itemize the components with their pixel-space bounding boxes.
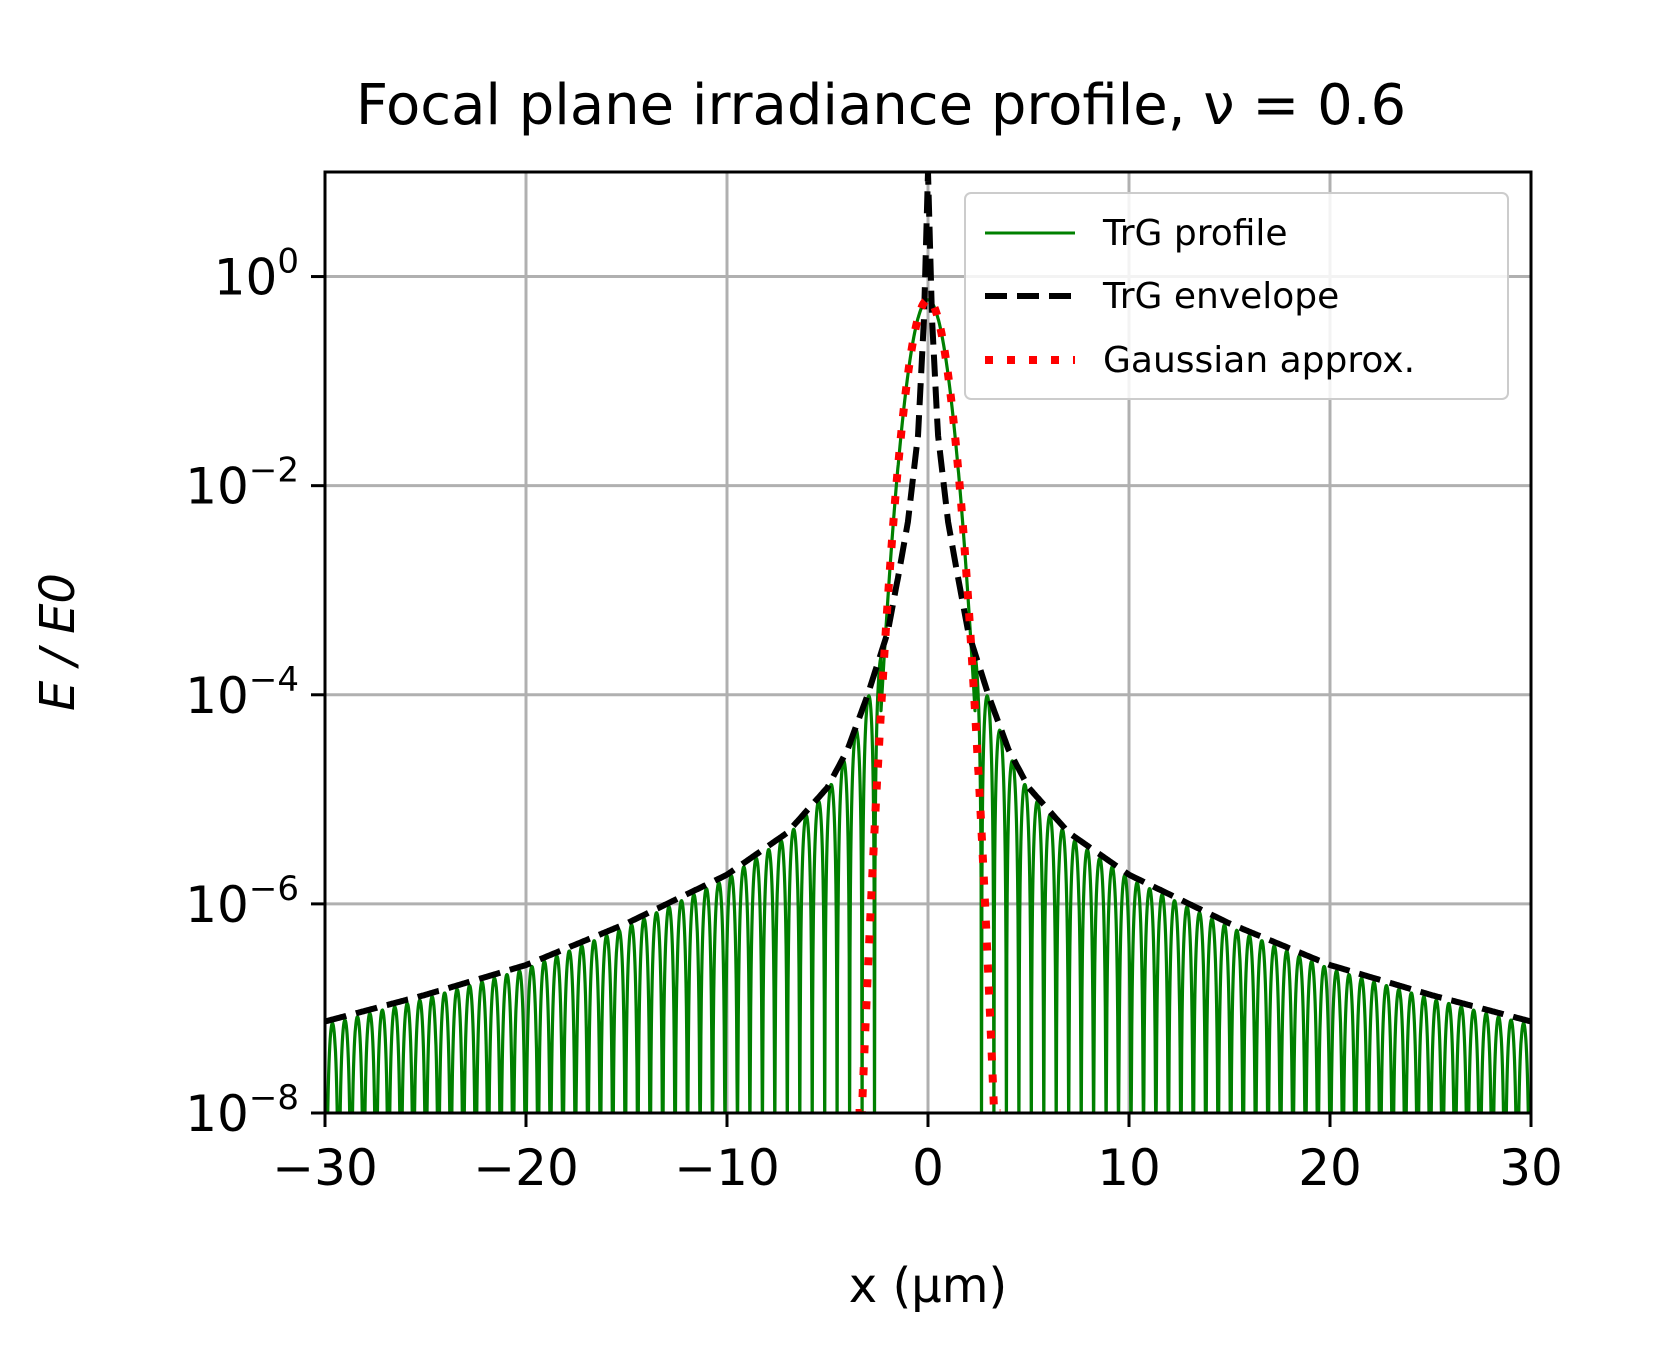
legend: TrG profile TrG envelope Gaussian approx… (964, 192, 1509, 400)
x-tick-label: −20 (473, 1139, 579, 1197)
x-tick-label: 20 (1298, 1139, 1362, 1197)
x-tick-label: 30 (1499, 1139, 1563, 1197)
chart-title: Focal plane irradiance profile, ν = 0.6 (356, 73, 1406, 138)
trg-profile-line (326, 298, 1530, 1113)
legend-label-profile: TrG profile (1102, 213, 1288, 254)
trg-envelope-line (325, 172, 1531, 1025)
x-tick-label: 10 (1097, 1139, 1161, 1197)
legend-label-gaussian: Gaussian approx. (1103, 340, 1415, 381)
y-tick-label: 10−8 (185, 1078, 299, 1143)
y-ticks: 100 10−2 10−4 10−6 10−8 (185, 242, 325, 1143)
x-tick-label: 0 (912, 1139, 944, 1197)
x-tick-label: −30 (272, 1139, 378, 1197)
x-axis-label: x (μm) (849, 1258, 1007, 1314)
series-layer (325, 172, 1531, 1113)
x-ticks: −30 −20 −10 0 10 20 30 (272, 1113, 1563, 1197)
y-axis-label: E / E0 (30, 573, 86, 711)
y-tick-label: 10−4 (185, 660, 299, 725)
y-tick-label: 10−6 (185, 869, 299, 934)
x-tick-label: −10 (674, 1139, 780, 1197)
y-tick-label: 100 (214, 242, 299, 307)
legend-label-envelope: TrG envelope (1102, 276, 1339, 317)
legend-box (964, 192, 1509, 400)
y-tick-label: 10−2 (185, 451, 299, 516)
